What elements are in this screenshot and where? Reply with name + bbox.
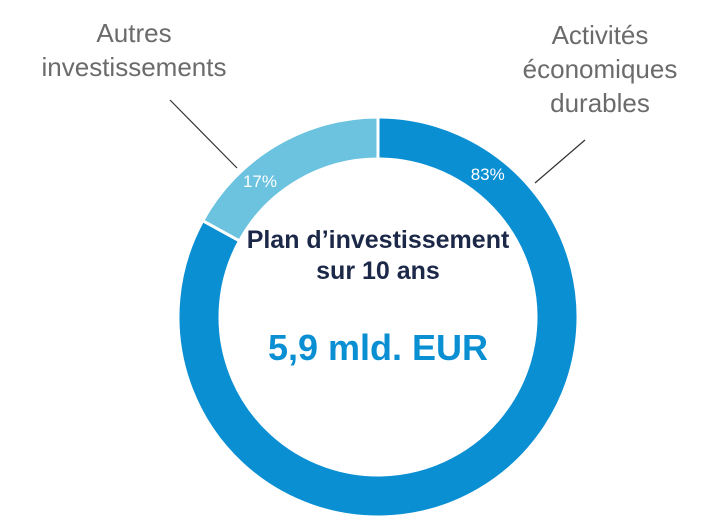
category-label: Autres investissements xyxy=(41,18,227,82)
value-label: 83% xyxy=(471,165,505,184)
leader-line xyxy=(169,99,238,169)
center-value: 5,9 mld. EUR xyxy=(267,327,489,368)
donut-segment xyxy=(176,115,580,519)
donut-segment xyxy=(200,115,380,243)
center-title: Plan d’investissement sur 10 ans xyxy=(246,226,510,285)
value-label: 17% xyxy=(243,172,277,191)
category-label: Activités économiques durables xyxy=(522,20,678,118)
leader-line xyxy=(534,139,586,184)
